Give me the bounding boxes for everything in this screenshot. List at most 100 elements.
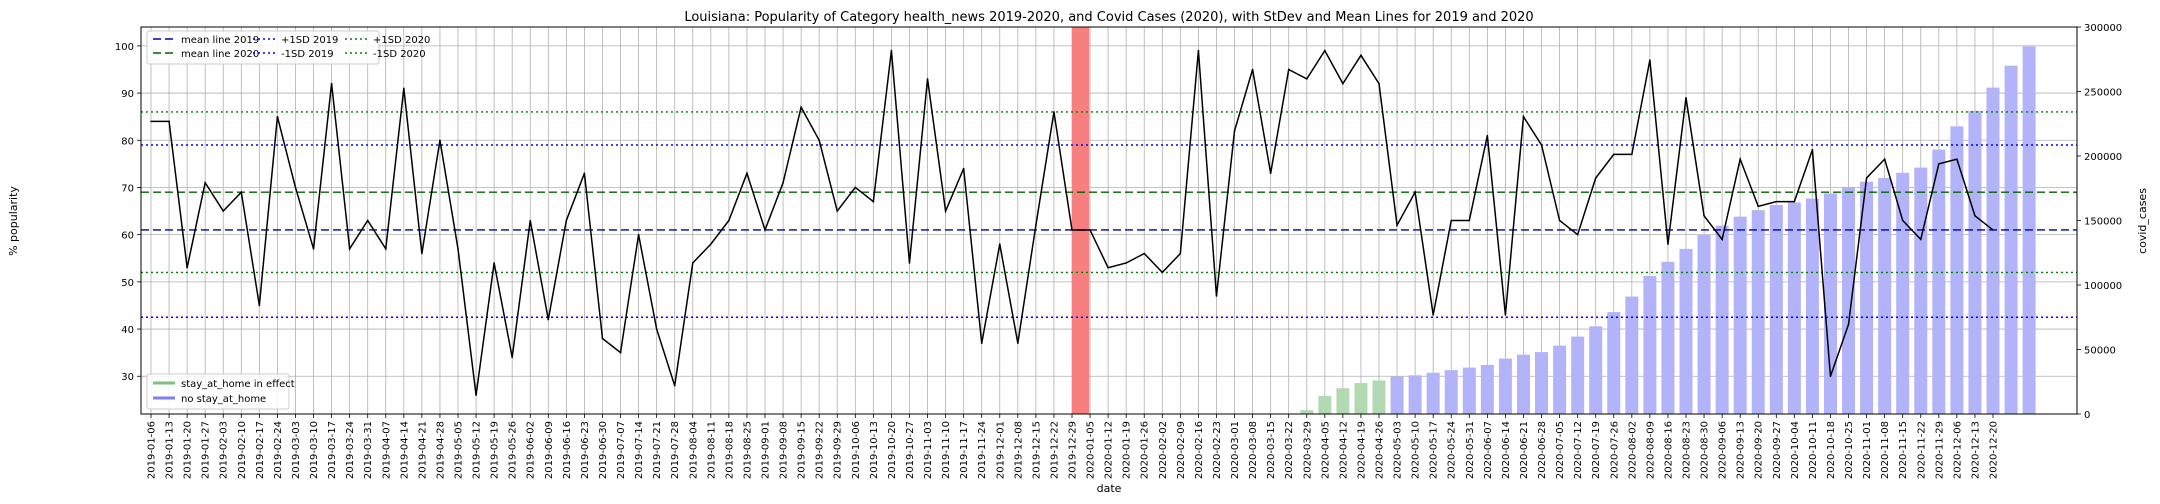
y2-tick-label: 300000 <box>2084 23 2122 34</box>
popularity-point <box>962 167 965 170</box>
x-tick-label: 2020-04-19 <box>1356 421 1367 479</box>
x-tick-label: 2020-02-09 <box>1176 421 1187 479</box>
x-tick-label: 2020-02-23 <box>1212 421 1223 479</box>
x-tick-label: 2019-02-24 <box>273 421 284 479</box>
popularity-point <box>1901 219 1904 222</box>
x-tick-label: 2019-10-06 <box>851 421 862 479</box>
covid-bar <box>1607 312 1621 414</box>
x-tick-label: 2019-11-17 <box>959 421 970 479</box>
y2-tick-label: 0 <box>2084 410 2090 421</box>
popularity-point <box>1757 205 1760 208</box>
x-tick-label: 2020-05-10 <box>1411 421 1422 479</box>
popularity-point <box>691 262 694 264</box>
x-tick-label: 2020-03-01 <box>1230 421 1241 479</box>
popularity-point <box>384 248 387 250</box>
popularity-point <box>168 120 170 123</box>
popularity-point <box>1107 266 1109 269</box>
x-tick-label: 2019-11-10 <box>941 421 952 479</box>
legend-bar-label: no stay_at_home <box>181 394 266 405</box>
popularity-point <box>1739 158 1741 160</box>
popularity-point <box>908 262 911 264</box>
popularity-point <box>276 115 279 118</box>
x-tick-label: 2019-01-20 <box>183 421 194 479</box>
legend-line-label: +1SD 2019 <box>281 35 338 46</box>
covid-bar <box>1914 167 1928 414</box>
x-tick-label: 2019-03-03 <box>291 421 302 479</box>
popularity-point <box>475 394 477 396</box>
popularity-point <box>1269 172 1272 175</box>
y-tick-label: 60 <box>121 231 134 242</box>
popularity-point <box>764 229 766 231</box>
y-tick-label: 70 <box>121 183 134 194</box>
popularity-point <box>1703 214 1705 217</box>
popularity-point <box>1197 49 1200 52</box>
x-tick-label: 2019-06-23 <box>580 421 591 479</box>
y-tick-label: 50 <box>121 278 134 289</box>
x-tick-label: 2020-08-23 <box>1682 421 1693 479</box>
covid-bar <box>1498 358 1512 414</box>
x-tick-label: 2019-06-30 <box>598 421 609 479</box>
popularity-point <box>1558 219 1561 222</box>
popularity-point <box>926 78 929 80</box>
covid-bar <box>1751 210 1765 414</box>
popularity-point <box>1775 200 1778 203</box>
covid-bar <box>1300 410 1314 414</box>
covid-bar <box>1462 367 1476 414</box>
x-tick-label: 2020-12-20 <box>1989 421 2000 479</box>
x-tick-label: 2020-09-20 <box>1754 421 1765 479</box>
popularity-point <box>836 210 839 212</box>
x-tick-label: 2020-09-27 <box>1772 421 1783 479</box>
popularity-point <box>1450 219 1453 222</box>
popularity-point <box>1631 153 1633 156</box>
grid <box>141 27 2077 414</box>
x-tick-label: 2020-12-06 <box>1952 421 1963 479</box>
x-tick-label: 2020-02-02 <box>1158 421 1169 479</box>
x-tick-label: 2020-03-15 <box>1266 421 1277 479</box>
x-tick-label: 2020-08-16 <box>1663 421 1674 479</box>
popularity-point <box>1992 229 1994 231</box>
covid-bar <box>1986 87 2000 414</box>
covid-bar <box>1625 296 1639 414</box>
x-tick-label: 2020-05-03 <box>1393 421 1404 479</box>
x-tick-label: 2020-06-21 <box>1519 421 1530 479</box>
popularity-point <box>457 248 459 250</box>
x-tick-label: 2020-03-08 <box>1248 421 1259 479</box>
x-tick-label: 2019-06-09 <box>544 421 555 479</box>
covid-bar <box>1769 205 1783 414</box>
covid-bar <box>1372 380 1386 414</box>
covid-bar <box>1860 181 1874 414</box>
x-tick-label: 2020-08-30 <box>1700 421 1711 479</box>
popularity-point <box>1919 238 1922 241</box>
x-tick-label: 2019-09-29 <box>833 421 844 479</box>
popularity-point <box>818 139 820 142</box>
covid-bar <box>1733 216 1747 414</box>
popularity-point <box>565 219 568 222</box>
popularity-point <box>1017 342 1019 345</box>
x-tick-label: 2020-06-14 <box>1501 421 1512 479</box>
popularity-point <box>1938 163 1940 165</box>
x-tick-label: 2019-07-21 <box>652 421 663 479</box>
covid-bar <box>1896 172 1910 414</box>
x-tick-label: 2019-01-27 <box>201 421 212 479</box>
popularity-point <box>980 342 983 345</box>
x-tick-label: 2019-06-02 <box>526 421 537 479</box>
legend-bars: stay_at_home in effect no stay_at_home <box>146 373 295 410</box>
y2-tick-label: 150000 <box>2084 217 2122 228</box>
x-tick-label: 2020-11-01 <box>1862 421 1873 479</box>
y-tick-label: 80 <box>121 136 134 147</box>
x-tick-label: 2020-04-12 <box>1338 421 1349 479</box>
legend-line-label: -1SD 2019 <box>281 49 334 60</box>
popularity-point <box>1576 233 1579 236</box>
y-axis-label: % popularity <box>7 186 20 256</box>
x-tick-label: 2019-06-16 <box>562 421 573 479</box>
x-tick-label: 2020-08-09 <box>1645 421 1656 479</box>
x-tick-label: 2020-05-24 <box>1447 421 1458 479</box>
x-tick-label: 2019-09-15 <box>797 421 808 479</box>
x-tick-label: 2020-06-07 <box>1483 421 1494 479</box>
covid-bars <box>1300 46 2036 415</box>
popularity-point <box>1883 158 1886 160</box>
popularity-point <box>601 337 604 340</box>
x-tick-label: 2019-04-14 <box>399 421 410 479</box>
covid-bar <box>1661 261 1675 414</box>
